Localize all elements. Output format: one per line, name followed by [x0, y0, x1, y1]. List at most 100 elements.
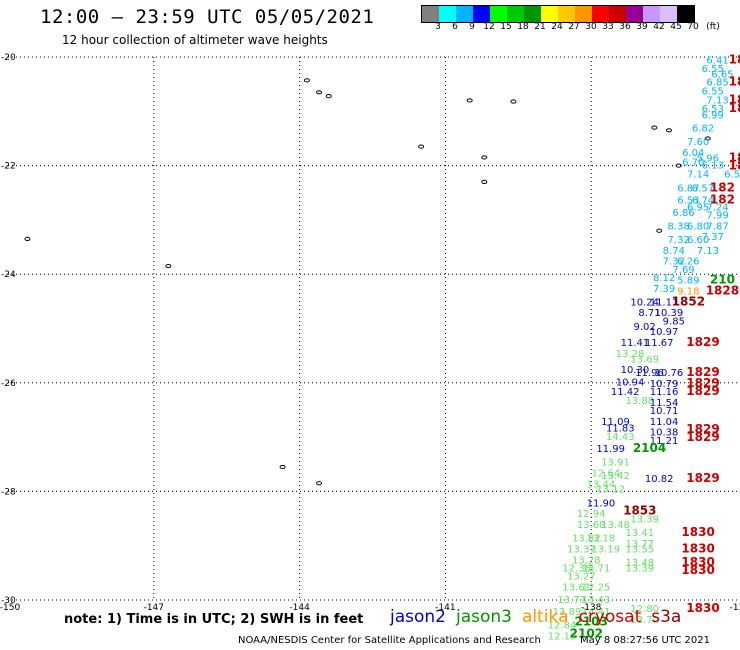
swh-point-label: 1829: [686, 376, 719, 390]
island-outline: [466, 98, 473, 103]
y-tick-label: -24: [1, 270, 16, 280]
swh-point-label: 13.55: [625, 544, 654, 555]
swh-point-label: 13.70: [630, 615, 659, 626]
swh-point-label: 5.96: [697, 153, 719, 164]
island-outline: [165, 263, 172, 269]
swh-point-label: 13.19: [591, 544, 620, 555]
swh-point-label: 10.71: [650, 406, 679, 417]
legend-label: 9: [469, 22, 475, 32]
swh-point-label: 13.71: [582, 563, 611, 574]
swh-point-label: 11.67: [645, 338, 674, 349]
swh-point-label: 13.39: [630, 515, 659, 526]
island-outline: [316, 481, 323, 486]
swh-point-label: 6.70: [682, 157, 704, 168]
swh-point-label: 10.38: [650, 428, 679, 439]
swh-point-label: 11.09: [601, 417, 630, 428]
color-legend-labels: 3 6 9 12 15 18 21 24 27 30 33 36 39 42 45 70 (ft): [421, 22, 740, 34]
swh-point-label: 182: [710, 180, 735, 194]
island-outline: [24, 236, 31, 242]
swh-point-label: 2102: [570, 627, 603, 641]
swh-point-label: 6.80: [687, 221, 709, 232]
swh-point-label: 210: [710, 273, 735, 287]
swh-point-label: 13.27: [567, 572, 596, 583]
island-outline: [325, 93, 332, 99]
footer-credit: NOAA/NESDIS Center for Satellite Applica…: [238, 635, 541, 646]
data-points: 6.41186.556.656.85186.557.13186.53186.99…: [548, 53, 740, 643]
legend-swatch: [677, 6, 694, 22]
swh-point-label: 1830: [681, 555, 714, 569]
island-outline: [316, 90, 323, 95]
swh-point-label: 11.90: [587, 498, 616, 509]
legend-swatch: [439, 6, 456, 22]
swh-point-label: 13.88: [625, 396, 654, 407]
swh-point-label: 18: [729, 92, 740, 106]
swh-point-label: 7.60: [687, 137, 709, 148]
x-tick-label: -150: [0, 603, 20, 613]
note-text: note: 1) Time is in UTC; 2) SWH is in fe…: [64, 612, 364, 627]
swh-point-label: 5.89: [677, 276, 699, 287]
swh-point-label: 11.11: [650, 297, 679, 308]
swh-point-label: 11.21: [650, 436, 679, 447]
swh-point-label: 9.02: [634, 322, 656, 333]
swh-point-label: 6.53: [677, 195, 699, 206]
legend-swatch: [592, 6, 609, 22]
island-outline: [418, 144, 425, 149]
swh-point-label: 10.97: [650, 327, 679, 338]
island-outline: [665, 128, 672, 133]
legend-swatch: [609, 6, 626, 22]
swh-point-label: 13.12: [596, 485, 625, 496]
satellite-jason2: jason2: [390, 607, 446, 627]
legend-label: 12: [483, 22, 495, 32]
swh-point-label: 18: [729, 74, 740, 88]
swh-point-label: 13.77: [625, 539, 654, 550]
swh-point-label: 13.69: [630, 354, 659, 365]
swh-point-label: 182: [710, 192, 735, 206]
swh-point-label: 9.85: [663, 316, 685, 327]
swh-point-label: 9.18: [677, 286, 699, 297]
swh-point-label: 1829: [686, 335, 719, 349]
islands: [24, 78, 711, 486]
swh-point-label: 11.83: [606, 423, 635, 434]
y-tick-label: -20: [1, 53, 16, 63]
x-tick-label: -147: [144, 603, 164, 613]
swh-point-label: 10.24: [630, 297, 659, 308]
swh-point-label: 10.30: [621, 365, 650, 376]
island-outline: [510, 99, 517, 104]
swh-point-label: 13.39: [625, 563, 654, 574]
swh-point-label: 8.38: [668, 221, 690, 232]
swh-point-label: 13.44: [587, 479, 616, 490]
swh-point-label: 6.55: [702, 87, 724, 98]
swh-point-label: 8.74: [663, 246, 685, 257]
island-outline: [481, 155, 488, 160]
legend-label: 42: [653, 22, 665, 32]
legend-label: 24: [551, 22, 563, 32]
swh-point-label: 13.28: [572, 555, 601, 566]
legend-swatch: [507, 6, 524, 22]
swh-point-label: 13.18: [587, 534, 616, 545]
swh-point-label: 6.95: [687, 202, 709, 213]
swh-point-label: 7.32: [663, 257, 685, 268]
swh-point-label: 11.04: [650, 417, 679, 428]
satellite-s3a: s3a: [651, 607, 682, 627]
swh-point-label: 12.94: [577, 509, 606, 520]
island-outline: [675, 163, 682, 168]
swh-point-label: 7.99: [706, 210, 728, 221]
legend-swatch: [660, 6, 677, 22]
swh-point-label: 6.87: [677, 183, 699, 194]
legend-swatch: [643, 6, 660, 22]
footer-timestamp: May 8 08:27:56 UTC 2021: [580, 635, 710, 646]
legend-swatch: [490, 6, 507, 22]
swh-point-label: 13.37: [567, 544, 596, 555]
x-tick-label: -13: [730, 603, 740, 613]
swh-point-label: 13.61: [562, 582, 591, 593]
legend-label: 39: [636, 22, 648, 32]
swh-point-label: 7.13: [706, 95, 728, 106]
swh-point-label: 7.24: [706, 202, 728, 213]
swh-point-label: 6.55: [702, 64, 724, 75]
swh-point-label: 1830: [681, 563, 714, 577]
swh-point-label: 6.65: [711, 69, 733, 80]
swh-point-label: 1853: [623, 503, 656, 517]
x-tick-label: -138: [581, 603, 602, 613]
x-tick-label: -141: [435, 603, 455, 613]
